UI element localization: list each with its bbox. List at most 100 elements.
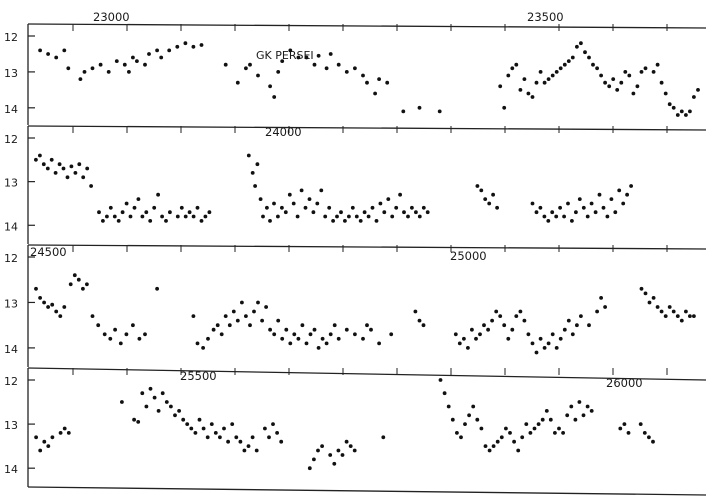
data-point [591,62,595,67]
data-point [38,448,43,453]
data-point [402,210,406,215]
y-tick-label: 14 [4,103,18,116]
data-point [655,305,660,309]
data-point [585,404,590,409]
data-point [581,413,586,418]
x-tick-label: 25000 [450,249,487,263]
data-point [223,314,228,318]
data-point [105,214,109,219]
data-point [287,192,292,197]
data-point [530,95,535,99]
data-point [667,305,672,309]
data-point [215,323,220,328]
x-tick-label: 26000 [606,376,643,390]
data-point [534,350,539,355]
data-point [46,444,51,448]
data-point [366,214,371,219]
data-point [323,214,328,219]
data-point [498,84,503,89]
data-point [362,210,367,215]
data-point [353,66,357,71]
data-point [635,84,640,89]
data-point [671,105,676,110]
data-point [250,171,255,175]
data-point [491,192,495,197]
data-point [260,318,264,323]
data-point [164,219,168,223]
data-point [459,435,463,440]
data-point [34,435,38,440]
data-point [373,91,377,96]
data-point [173,413,177,418]
data-point [41,162,46,167]
data-point [118,341,123,346]
data-point [116,219,121,223]
data-point [222,426,226,431]
chart-title: GK PERSEI [256,49,314,62]
panel-3: 12 13 14 24500 25000 [4,244,707,367]
data-point [169,404,173,409]
data-point [365,323,369,328]
data-point [272,95,277,99]
data-point [50,302,55,307]
data-point [140,391,145,396]
data-point [300,323,305,328]
data-point [113,327,117,332]
data-point [627,73,632,78]
data-point [631,91,636,96]
data-point [565,413,570,418]
data-point [291,201,296,206]
data-point [607,84,612,89]
data-point [42,300,46,305]
data-point [242,448,247,453]
data-point [280,205,284,210]
data-point [284,327,289,332]
data-point [566,201,570,206]
data-point [304,341,309,346]
data-point [638,422,643,426]
data-point [276,214,280,219]
data-point [148,219,153,223]
data-point [248,323,252,328]
data-point [413,309,418,314]
data-point [639,286,644,291]
data-point [550,73,555,78]
data-point [401,109,406,114]
data-point [599,296,603,300]
data-point [544,409,549,413]
data-point [562,62,567,67]
data-point [137,336,142,341]
data-point [213,431,218,435]
data-point [339,210,343,215]
data-point [38,153,42,158]
data-point [483,197,488,202]
data-point [406,214,410,219]
data-point [516,448,521,453]
data-point [244,66,248,71]
data-point [651,296,656,300]
data-point [136,420,141,424]
data-point [622,422,627,426]
data-point [62,426,67,431]
data-point [540,417,545,422]
data-point [320,444,324,448]
data-point [240,300,244,305]
data-point [303,205,308,210]
data-point [72,273,77,278]
data-point [246,444,251,448]
data-point [312,327,317,332]
data-point [361,336,365,341]
y-tick-label: 13 [4,67,18,80]
data-point [579,314,583,318]
data-point [328,52,333,56]
data-point [353,332,357,337]
data-point [605,214,610,219]
x-tick-label: 24000 [265,125,302,139]
data-point [197,417,202,422]
data-point [512,439,516,444]
data-point [279,439,284,444]
data-point [164,400,169,404]
data-point [203,214,208,219]
data-point [66,431,71,435]
data-point [528,431,533,435]
